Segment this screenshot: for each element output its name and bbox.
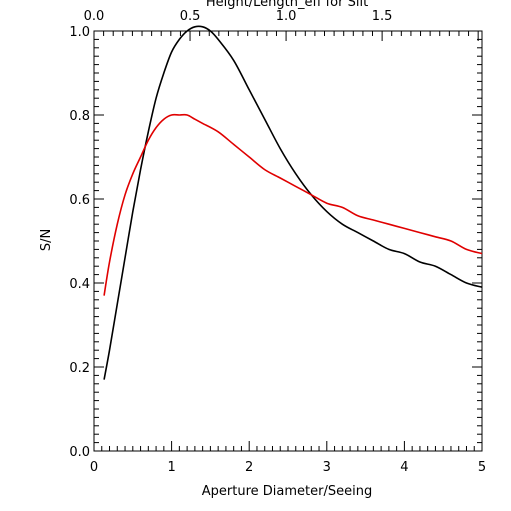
y-tick-label: 1.0 — [69, 25, 90, 40]
top-axis-title: Height/Length_eff for Slit — [206, 0, 368, 10]
series-line-0 — [103, 25, 483, 380]
x-tick-label: 0 — [90, 460, 98, 475]
plot-frame — [93, 30, 483, 452]
y-axis-title: S/N — [39, 229, 54, 251]
x-tick-label: 3 — [323, 460, 331, 475]
y-tick-label: 0.0 — [69, 445, 90, 460]
ticks — [93, 30, 483, 452]
y-tick-label: 0.2 — [69, 361, 90, 376]
top-tick-label: 0.0 — [84, 9, 105, 24]
top-tick-label: 1.5 — [372, 9, 393, 24]
x-tick-label: 4 — [400, 460, 408, 475]
series-layer — [103, 25, 483, 380]
y-tick-label: 0.4 — [69, 277, 90, 292]
x-tick-label: 2 — [245, 460, 253, 475]
x-tick-label: 5 — [478, 460, 486, 475]
y-tick-label: 0.6 — [69, 193, 90, 208]
series-line-1 — [103, 113, 483, 296]
y-tick-label: 0.8 — [69, 109, 90, 124]
top-tick-label: 1.0 — [276, 9, 297, 24]
x-axis-title: Aperture Diameter/Seeing — [202, 484, 372, 499]
top-tick-label: 0.5 — [180, 9, 201, 24]
x-tick-label: 1 — [167, 460, 175, 475]
axes — [93, 30, 483, 452]
tick-labels: 0 1 2 3 4 50.00.20.40.60.81.00.0 0.5 1.0 1.5 — [69, 9, 486, 475]
